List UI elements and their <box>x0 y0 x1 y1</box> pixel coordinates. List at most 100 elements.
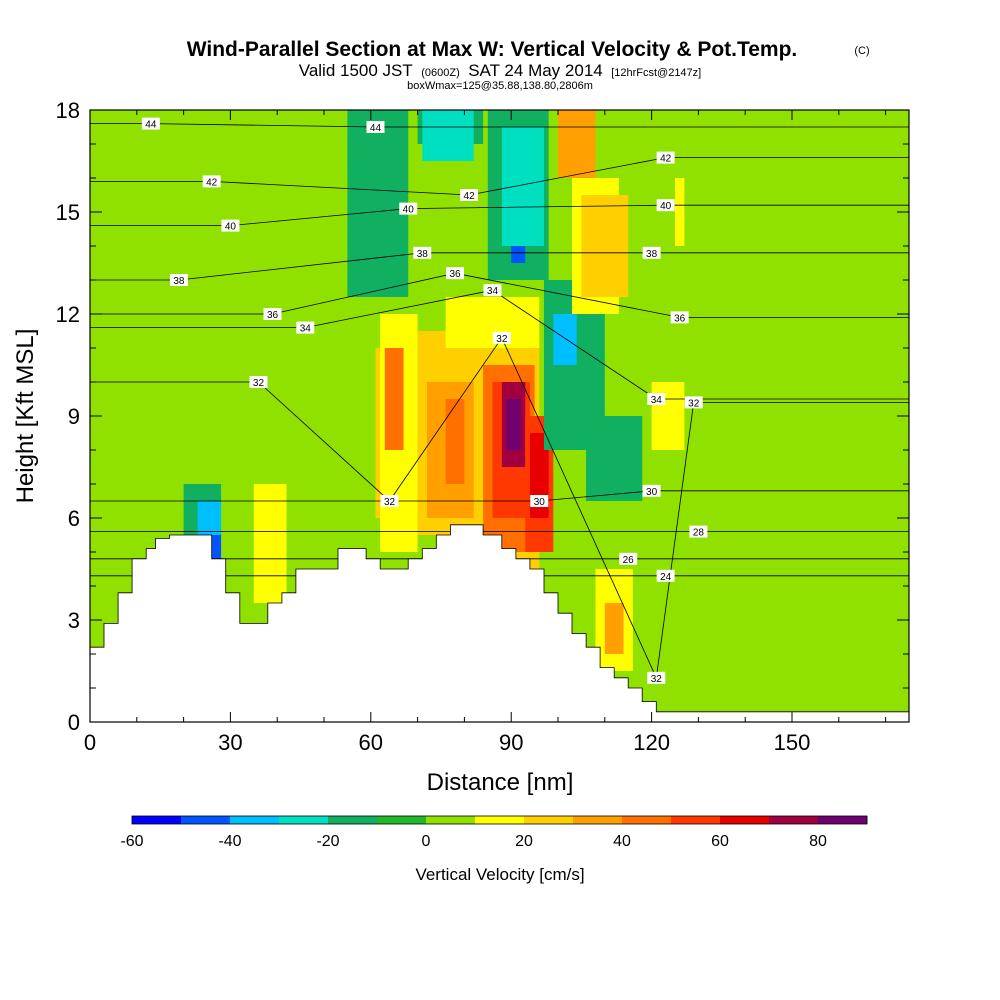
colorbar-swatch-14 <box>818 816 868 824</box>
contour-label-23: 30 <box>642 484 661 498</box>
svg-text:42: 42 <box>206 177 218 188</box>
vv-cell-36 <box>581 195 629 297</box>
contour-label-25: 26 <box>619 552 638 566</box>
svg-text:0: 0 <box>84 730 96 755</box>
svg-text:42: 42 <box>464 191 476 202</box>
colorbar-label--40: -40 <box>218 833 241 850</box>
colorbar: -60 -40 -20 0 20 40 60 80 <box>120 815 868 850</box>
contour-label-7: 40 <box>656 199 675 212</box>
x-axis-title: Distance [nm] <box>427 769 574 796</box>
colorbar-label-20: 20 <box>515 833 533 850</box>
colorbar-swatch-2 <box>230 816 280 824</box>
y-tick-3: 3 <box>68 608 909 633</box>
svg-text:40: 40 <box>403 205 415 216</box>
contour-label-16: 34 <box>647 393 666 406</box>
terrain-mask <box>89 524 910 723</box>
svg-text:15: 15 <box>56 200 80 225</box>
x-tick-0: 0 <box>84 110 96 755</box>
x-tick-120: 120 <box>633 110 670 755</box>
svg-text:120: 120 <box>633 730 670 755</box>
svg-text:0: 0 <box>68 710 80 735</box>
box-info: boxWmax=125@35.88,138.80,2806m <box>407 80 593 92</box>
svg-text:6: 6 <box>68 506 80 531</box>
contour-label-9: 38 <box>169 274 188 287</box>
svg-text:9: 9 <box>68 404 80 429</box>
contour-labels: 44 44 42 42 42 40 40 40 38 38 38 36 36 36 34 34 34 32 32 32… <box>141 117 708 685</box>
chart-title: Wind-Parallel Section at Max W: Vertical… <box>187 38 798 61</box>
svg-text:60: 60 <box>359 730 383 755</box>
x-tick-150: 150 <box>774 110 810 755</box>
contour-label-4: 42 <box>656 151 675 165</box>
contour-label-5: 40 <box>399 202 418 216</box>
subtitle-utc: (0600Z) <box>421 67 460 79</box>
contour-label-8: 38 <box>413 246 432 260</box>
svg-text:3: 3 <box>68 608 80 633</box>
title-mark: (C) <box>854 45 869 57</box>
svg-text:44: 44 <box>370 123 382 134</box>
x-axis-ticks: 0 30 60 90 120 150 <box>84 110 887 755</box>
colorbar-label--20: -20 <box>316 833 339 850</box>
svg-text:34: 34 <box>487 286 499 297</box>
colorbar-swatch-4 <box>328 816 378 824</box>
svg-text:26: 26 <box>623 555 635 566</box>
colorbar-label-0: 0 <box>422 833 431 850</box>
colorbar-swatch-7 <box>475 816 525 824</box>
svg-text:36: 36 <box>674 313 686 324</box>
colorbar-label-40: 40 <box>613 833 631 850</box>
chart-subtitle: Valid 1500 JST (0600Z) SAT 24 May 2014 [… <box>299 61 701 80</box>
svg-text:18: 18 <box>56 98 80 123</box>
x-tick-30: 30 <box>218 110 243 755</box>
vv-cell-14 <box>384 348 404 450</box>
vv-cell-30 <box>511 246 526 263</box>
colorbar-swatch-6 <box>426 816 476 824</box>
vv-cell-42 <box>815 620 909 712</box>
vertical-velocity-field <box>90 110 909 722</box>
vv-cell-38 <box>675 178 685 246</box>
svg-text:32: 32 <box>496 334 508 345</box>
contour-label-10: 38 <box>642 246 661 260</box>
contour-label-6: 40 <box>221 219 240 233</box>
svg-text:32: 32 <box>384 497 396 508</box>
svg-text:42: 42 <box>660 154 672 165</box>
colorbar-swatch-8 <box>524 816 574 824</box>
contour-label-13: 36 <box>670 311 689 324</box>
svg-text:28: 28 <box>693 528 705 539</box>
colorbar-swatch-9 <box>573 816 623 824</box>
contour-label-24: 28 <box>689 525 708 539</box>
vv-cell-10 <box>258 110 282 280</box>
contour-label-18: 32 <box>249 376 268 389</box>
svg-text:34: 34 <box>300 324 312 335</box>
contour-label-3: 42 <box>460 189 479 202</box>
y-tick-0: 0 <box>68 710 909 735</box>
vv-cell-40 <box>604 603 624 654</box>
contour-label-26: 24 <box>656 569 675 583</box>
vv-cell-41 <box>689 620 792 712</box>
contour-label-17: 32 <box>492 331 511 345</box>
subtitle-valid: Valid 1500 JST <box>299 61 413 80</box>
y-tick-9: 9 <box>68 404 909 429</box>
vv-cell-17 <box>445 399 465 484</box>
svg-text:90: 90 <box>499 730 523 755</box>
contour-label-2: 42 <box>202 175 221 188</box>
vv-cell-43 <box>815 110 863 416</box>
svg-text:24: 24 <box>660 572 672 583</box>
vv-cell-22 <box>506 399 521 450</box>
svg-text:40: 40 <box>225 222 237 233</box>
svg-text:32: 32 <box>253 378 265 389</box>
svg-text:30: 30 <box>646 487 658 498</box>
colorbar-label-60: 60 <box>711 833 729 850</box>
vv-cell-33 <box>586 416 643 501</box>
svg-text:38: 38 <box>417 249 429 260</box>
vv-cell-44 <box>862 110 909 348</box>
contour-label-11: 36 <box>446 267 465 280</box>
svg-text:30: 30 <box>218 730 242 755</box>
contour-label-0: 44 <box>141 117 160 131</box>
vv-cell-37 <box>651 382 685 450</box>
svg-text:36: 36 <box>449 269 461 280</box>
svg-text:38: 38 <box>646 249 658 260</box>
svg-text:38: 38 <box>173 276 185 287</box>
contour-label-14: 34 <box>483 284 502 297</box>
